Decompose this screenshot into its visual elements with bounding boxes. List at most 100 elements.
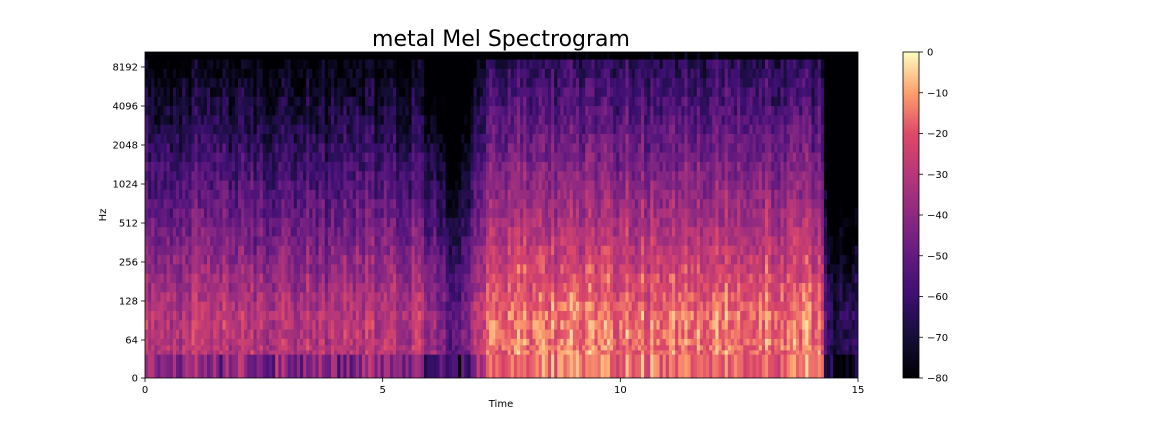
spectrogram-cell [340, 208, 344, 218]
spectrogram-cell [541, 96, 546, 107]
spectrogram-cell [262, 152, 267, 162]
spectrogram-cell [207, 142, 211, 153]
spectrogram-cell [560, 264, 564, 274]
spectrogram-cell [262, 236, 267, 246]
spectrogram-cell [433, 245, 437, 256]
spectrogram-cell [408, 236, 412, 246]
spectrogram-cell [160, 273, 164, 284]
spectrogram-cell [318, 124, 323, 135]
spectrogram-cell [541, 301, 546, 311]
spectrogram-cell [365, 354, 369, 378]
spectrogram-cell [340, 338, 344, 346]
spectrogram-cell [278, 180, 282, 190]
spectrogram-cell [203, 344, 208, 351]
spectrogram-cell [231, 180, 236, 190]
spectrogram-cell [396, 170, 400, 181]
spectrogram-cell [234, 354, 239, 378]
spectrogram-cell [296, 282, 301, 293]
spectrogram-cell [476, 105, 481, 116]
spectrogram-cell [210, 254, 214, 265]
spectrogram-cell [203, 264, 208, 274]
spectrogram-cell [166, 236, 171, 246]
spectrogram-cell [405, 124, 409, 135]
spectrogram-cell [529, 349, 533, 355]
spectrogram-cell [411, 273, 416, 284]
spectrogram-cell [269, 59, 273, 69]
spectrogram-cell [194, 319, 199, 330]
spectrogram-cell [389, 96, 394, 107]
spectrogram-cell [479, 338, 484, 346]
spectrogram-cell [442, 96, 447, 107]
spectrogram-cell [200, 236, 205, 246]
spectrogram-cell [585, 291, 589, 302]
spectrogram-cell [495, 282, 499, 293]
spectrogram-cell [479, 59, 484, 69]
spectrogram-cell [210, 142, 214, 153]
spectrogram-cell [145, 349, 149, 355]
spectrogram-cell [216, 301, 220, 311]
spectrogram-cell [296, 180, 301, 190]
spectrogram-cell [495, 273, 499, 284]
spectrogram-cell [247, 301, 251, 311]
spectrogram-cell [399, 291, 403, 302]
spectrogram-cell [324, 198, 329, 209]
spectrogram-cell [188, 245, 192, 256]
spectrogram-cell [157, 124, 161, 135]
spectrogram-cell [427, 198, 431, 209]
spectrogram-cell [290, 349, 295, 355]
spectrogram-cell [386, 301, 391, 311]
spectrogram-cell [362, 291, 366, 302]
spectrogram-cell [445, 208, 450, 218]
spectrogram-cell [154, 77, 158, 88]
spectrogram-cell [241, 180, 245, 190]
spectrogram-cell [501, 96, 505, 107]
spectrogram-cell [377, 189, 381, 200]
spectrogram-cell [482, 254, 487, 265]
spectrogram-cell [371, 226, 375, 237]
spectrogram-cell [346, 189, 350, 200]
spectrogram-cell [343, 161, 347, 172]
spectrogram-cell [256, 87, 261, 97]
spectrogram-cell [247, 282, 251, 293]
spectrogram-cell [396, 77, 400, 88]
spectrogram-cell [166, 264, 171, 274]
spectrogram-cell [194, 226, 199, 237]
spectrogram-cell [427, 291, 431, 302]
spectrogram-cell [352, 105, 357, 116]
spectrogram-cell [225, 245, 230, 256]
spectrogram-cell [244, 198, 248, 209]
spectrogram-cell [219, 161, 223, 172]
spectrogram-cell [551, 329, 555, 339]
spectrogram-cell [504, 226, 509, 237]
spectrogram-cell [182, 52, 186, 60]
spectrogram-cell [411, 264, 416, 274]
spectrogram-cell [529, 180, 533, 190]
spectrogram-cell [470, 245, 474, 256]
spectrogram-cell [489, 338, 493, 346]
spectrogram-cell [504, 189, 509, 200]
spectrogram-cell [287, 52, 292, 60]
spectrogram-cell [219, 87, 223, 97]
spectrogram-cell [228, 115, 233, 125]
spectrogram-cell [231, 217, 236, 228]
spectrogram-cell [402, 282, 406, 293]
spectrogram-cell [238, 291, 242, 302]
spectrogram-cell [272, 124, 276, 135]
spectrogram-cell [337, 105, 341, 116]
spectrogram-cell [371, 180, 375, 190]
spectrogram-cell [455, 142, 459, 153]
spectrogram-cell [157, 273, 161, 284]
spectrogram-cell [315, 310, 319, 321]
spectrogram-cell [166, 217, 171, 228]
spectrogram-cell [337, 226, 341, 237]
spectrogram-cell [585, 310, 589, 321]
spectrogram-cell [408, 96, 412, 107]
spectrogram-cell [563, 68, 567, 79]
spectrogram-cell [486, 217, 490, 228]
spectrogram-cell [244, 189, 248, 200]
spectrogram-cell [293, 77, 298, 88]
spectrogram-cell [157, 152, 161, 162]
spectrogram-cell [523, 217, 527, 228]
spectrogram-cell [575, 161, 580, 172]
spectrogram-cell [399, 208, 403, 218]
